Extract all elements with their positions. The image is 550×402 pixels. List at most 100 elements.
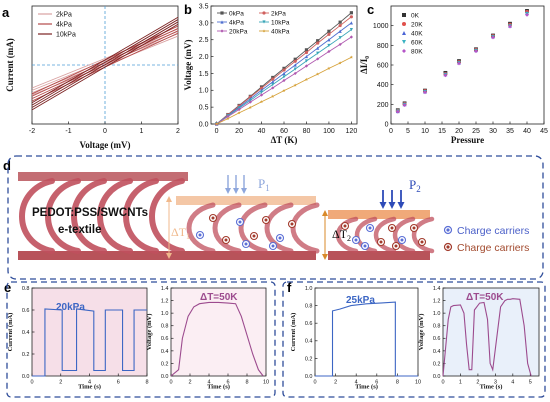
y-tick-label: 0.0 [199,121,209,128]
data-point-20kPa [304,64,309,68]
y-tick-label: 2.5 [199,37,209,44]
legend-label-60K: 60K [411,40,423,47]
top-plate-right [328,210,430,219]
data-point-10kPa [282,75,286,79]
charge-carrier-dot [264,218,268,222]
series-line-10kPa [31,19,179,106]
plot-frame [442,287,540,377]
data-point-40kPa [248,105,252,109]
data-point-4kPa [338,29,342,33]
x-tick-label: 20 [235,128,243,135]
charge-carrier-dot [394,244,398,248]
fiber-arch [392,216,416,254]
legend-blue-carrier-dot [446,228,450,232]
x-tick-label: 0 [169,380,172,386]
delta-t2-label: ΔT2 [332,227,351,243]
x-tick-label: 6 [226,380,229,386]
delta-t1-label: ΔT1 [171,225,190,241]
data-point-4kPa [304,54,309,59]
data-point-20kPa [226,114,230,119]
y-tick-label: 1.0 [433,311,441,317]
data-point-80K [395,109,400,114]
top-plate-left [18,172,188,181]
y-tick-label: 1000 [373,23,389,30]
panel-letter-a: a [2,5,10,20]
y-tick-label: 0.8 [433,324,441,330]
data-point-0kPa [316,39,320,43]
y-tick-label: 0.4 [22,330,30,336]
data-point-40kPa [349,55,354,59]
y-tick-label: 0.4 [305,339,313,345]
panel-letter-f: f [287,280,292,295]
x-tick-label: 0 [441,380,444,386]
data-point-20kPa [293,71,297,76]
fiber-arch [19,178,55,254]
charge-carrier-dot [379,240,383,244]
x-axis-label: Time (s) [355,384,378,391]
plot-frame [170,287,267,377]
legend-label-2kPa: 2kPa [271,11,286,18]
data-point-4kPa [327,38,331,42]
legend-marker-40kPa [262,29,266,33]
fiber-arch [411,216,435,254]
legend-label-10kPa: 10kPa [56,32,76,39]
x-tick-label: 2 [176,128,180,135]
data-point-0kPa [271,75,275,80]
y-tick-label: 0.2 [161,361,169,367]
time-trace [32,308,147,377]
x-tick-label: 10 [421,128,429,135]
x-tick-label: 6 [117,380,120,386]
charge-carrier-dot [290,222,294,226]
y-tick-label: 0.0 [161,374,169,380]
y-tick-label: 0.2 [433,361,441,367]
x-tick-label: 5 [529,380,532,386]
x-tick-label: 2 [59,380,62,386]
y-tick-label: 0.5 [199,105,209,112]
plot-frame [314,287,419,377]
data-point-0kPa [282,66,286,70]
data-point-80K [474,49,478,54]
charge-carrier-dot [244,242,248,246]
data-point-80K [423,90,427,95]
data-point-80K [508,24,512,29]
data-point-0kPa [349,11,353,15]
x-tick-label: 60 [280,128,288,135]
y-tick-label: 0.6 [22,308,30,314]
x-tick-label: 4 [511,380,514,386]
data-point-2kPa [304,50,309,55]
chart-e-current-time: 0 2 4 6 8 0.0 0.2 0.4 0.6 0.8 Time (s) Current (mA)… [7,286,149,391]
data-point-40kPa [282,88,286,93]
data-point-20kPa [282,78,286,83]
y-tick-label: 0.8 [305,304,313,310]
fiber-arch [290,202,320,254]
x-tick-label: 0 [103,128,107,135]
plot-area-background [32,288,147,376]
legend-label-40K: 40K [411,31,423,38]
data-point-4kPa [293,63,297,67]
x-tick-label: 6 [375,380,378,386]
x-axis-label: Voltage (mV) [80,140,131,150]
y-tick-label: 600 [377,62,389,69]
data-point-40kPa [271,94,275,98]
x-tick-label: 4 [207,380,210,386]
data-point-2kPa [293,59,297,63]
x-tick-label: 30 [489,128,497,135]
data-point-0kPa [304,48,309,52]
charge-carrier-dot [400,238,404,242]
y-axis-label: Voltage (mV) [418,314,425,351]
data-point-40kPa [316,72,320,76]
y-tick-label: 3.5 [199,3,209,10]
fiber-arch [186,202,216,254]
fiber-arch [123,178,159,254]
chart-e-voltage-time: 0 2 4 6 8 10 0.0 0.2 0.4 0.6 0.8 1.0 1.2 1.4 Time (s) V… [146,286,269,391]
y-tick-label: 800 [377,43,389,50]
delta-t2-arrowhead-bottom [322,254,328,260]
data-point-80K [525,12,529,17]
y-tick-label: 0.0 [433,374,441,380]
y-tick-label: 1.0 [305,286,313,292]
legend-marker-0kPa [220,11,224,15]
data-point-2kPa [316,41,320,45]
data-point-20kPa [259,93,264,97]
x-tick-label: 8 [396,380,399,386]
charge-carrier-dot [211,216,215,220]
